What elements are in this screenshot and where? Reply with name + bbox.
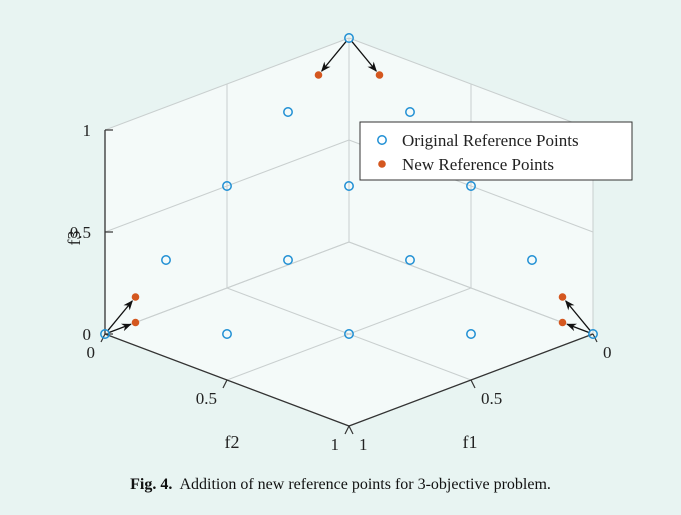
- caption-label: Fig. 4.: [130, 476, 173, 493]
- f1-tick-label: 0: [603, 343, 612, 362]
- original-reference-point: [527, 255, 537, 265]
- f1-tick-mark: [222, 379, 228, 389]
- original-reference-point: [283, 107, 293, 117]
- original-reference-point: [405, 107, 415, 117]
- f2-tick-mark: [348, 425, 354, 435]
- original-reference-point: [344, 181, 354, 191]
- original-reference-point: [344, 329, 354, 339]
- original-reference-point: [222, 181, 232, 191]
- arrow-layer: [107, 40, 591, 334]
- legend-marker-new: [378, 160, 386, 168]
- original-reference-point: [283, 255, 293, 265]
- f1-tick-label: 1: [359, 435, 368, 454]
- grid-line: [104, 139, 350, 233]
- new-reference-point: [375, 71, 384, 79]
- f3-axis-label: f3: [64, 231, 84, 246]
- original-reference-point: [405, 255, 415, 265]
- caption-text: Addition of new reference points for 3-o…: [179, 476, 551, 493]
- f2-tick-label: 1: [331, 435, 340, 454]
- grid-line: [348, 37, 594, 131]
- new-reference-point: [314, 71, 323, 79]
- arrow: [566, 323, 590, 334]
- new-reference-point: [131, 293, 140, 301]
- f1-axis-label: f1: [463, 432, 478, 452]
- original-reference-point: [588, 329, 598, 339]
- f2-tick-label: 0: [87, 343, 96, 362]
- new-reference-point: [558, 293, 567, 301]
- new-reference-point: [558, 318, 567, 327]
- arrow: [321, 40, 347, 72]
- points-layer: [100, 33, 598, 339]
- figure-caption: Fig. 4. Addition of new reference points…: [0, 476, 681, 494]
- grid-layer: [104, 37, 594, 427]
- grid-line: [226, 287, 472, 381]
- legend-label: New Reference Points: [402, 155, 554, 174]
- f1-tick-label: 0.5: [481, 389, 502, 408]
- original-reference-point: [161, 255, 171, 265]
- reference-points-3d-chart: 0 0.5 1 0 0.5 1 0 0.5 1 f2 f1 f3 Original Reference…: [64, 33, 633, 454]
- legend-label: Original Reference Points: [402, 131, 579, 150]
- axes-layer: [100, 129, 598, 435]
- original-reference-point: [466, 329, 476, 339]
- original-reference-point: [344, 33, 354, 43]
- original-reference-point: [100, 329, 110, 339]
- grid-line: [104, 37, 350, 131]
- arrow: [565, 300, 591, 332]
- tick-label-layer: 0 0.5 1 0 0.5 1 0 0.5 1 f2 f1 f3: [64, 121, 612, 454]
- f2-tick-label: 0.5: [196, 389, 217, 408]
- original-reference-point: [222, 329, 232, 339]
- f2-tick-mark: [470, 379, 476, 389]
- arrow: [108, 323, 132, 334]
- original-reference-point: [466, 181, 476, 191]
- new-reference-point: [131, 318, 140, 327]
- legend-marker-original: [377, 135, 387, 145]
- f3-tick-label: 1: [83, 121, 92, 140]
- f1-tick-mark: [344, 425, 350, 435]
- legend: Original Reference Points New Reference P…: [359, 121, 633, 181]
- legend-box: [359, 121, 633, 181]
- f3-tick-label: 0.5: [70, 223, 91, 242]
- arrow: [107, 300, 133, 332]
- f3-tick-label: 0: [83, 325, 92, 344]
- arrow: [351, 40, 377, 72]
- f2-axis-label: f2: [225, 432, 240, 452]
